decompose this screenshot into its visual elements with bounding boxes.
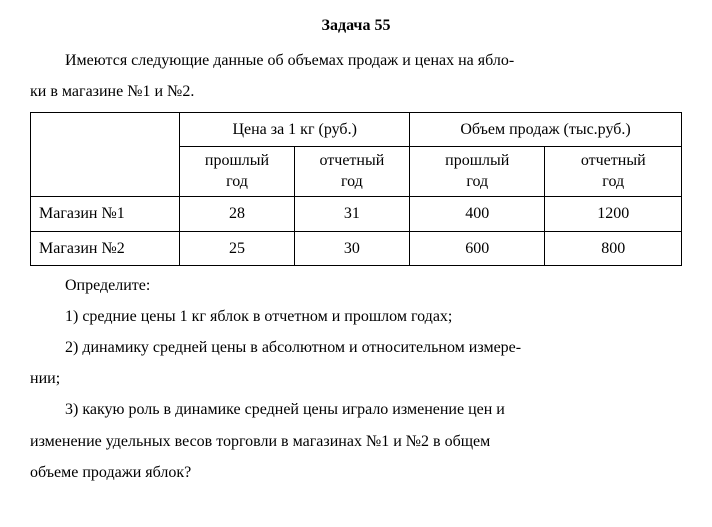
sub-report-label: отчетный xyxy=(319,152,384,169)
question-3-line-b: изменение удельных весов торговли в мага… xyxy=(30,428,682,455)
subheader-price-report: отчетный год xyxy=(294,146,409,197)
sub-past-label: прошлый xyxy=(205,152,269,169)
table-header-row-1: Цена за 1 кг (руб.) Объем продаж (тыс.ру… xyxy=(31,112,682,146)
question-3-line-a: 3) какую роль в динамике средней цены иг… xyxy=(30,396,682,423)
subheader-price-past: прошлый год xyxy=(180,146,294,197)
table-row: Магазин №2 25 30 600 800 xyxy=(31,231,682,265)
subheader-vol-past: прошлый год xyxy=(410,146,545,197)
intro-line-1: Имеются следующие данные об объемах прод… xyxy=(30,47,682,74)
cell-price-past: 25 xyxy=(180,231,294,265)
cell-vol-report: 800 xyxy=(545,231,682,265)
sub-report-label: отчетный xyxy=(581,152,646,169)
sub-year-label: год xyxy=(341,173,363,190)
cell-vol-past: 400 xyxy=(410,197,545,231)
question-lead: Определите: xyxy=(30,272,682,299)
sub-past-label: прошлый xyxy=(445,152,509,169)
sub-year-label: год xyxy=(466,173,488,190)
cell-price-past: 28 xyxy=(180,197,294,231)
cell-vol-past: 600 xyxy=(410,231,545,265)
question-3-line-c: объеме продажи яблок? xyxy=(30,459,682,486)
table-row: Магазин №1 28 31 400 1200 xyxy=(31,197,682,231)
cell-price-report: 31 xyxy=(294,197,409,231)
row-name: Магазин №2 xyxy=(31,231,180,265)
cell-price-report: 30 xyxy=(294,231,409,265)
cell-vol-report: 1200 xyxy=(545,197,682,231)
table-corner-cell xyxy=(31,112,180,197)
question-2-line-b: нии; xyxy=(30,365,682,392)
question-2-line-a: 2) динамику средней цены в абсолютном и … xyxy=(30,334,682,361)
header-price: Цена за 1 кг (руб.) xyxy=(180,112,410,146)
intro-line-2: ки в магазине №1 и №2. xyxy=(30,78,682,105)
sub-year-label: год xyxy=(226,173,248,190)
header-volume: Объем продаж (тыс.руб.) xyxy=(410,112,682,146)
subheader-vol-report: отчетный год xyxy=(545,146,682,197)
sub-year-label: год xyxy=(602,173,624,190)
problem-title: Задача 55 xyxy=(30,12,682,39)
question-1: 1) средние цены 1 кг яблок в отчетном и … xyxy=(30,303,682,330)
row-name: Магазин №1 xyxy=(31,197,180,231)
data-table: Цена за 1 кг (руб.) Объем продаж (тыс.ру… xyxy=(30,112,682,266)
